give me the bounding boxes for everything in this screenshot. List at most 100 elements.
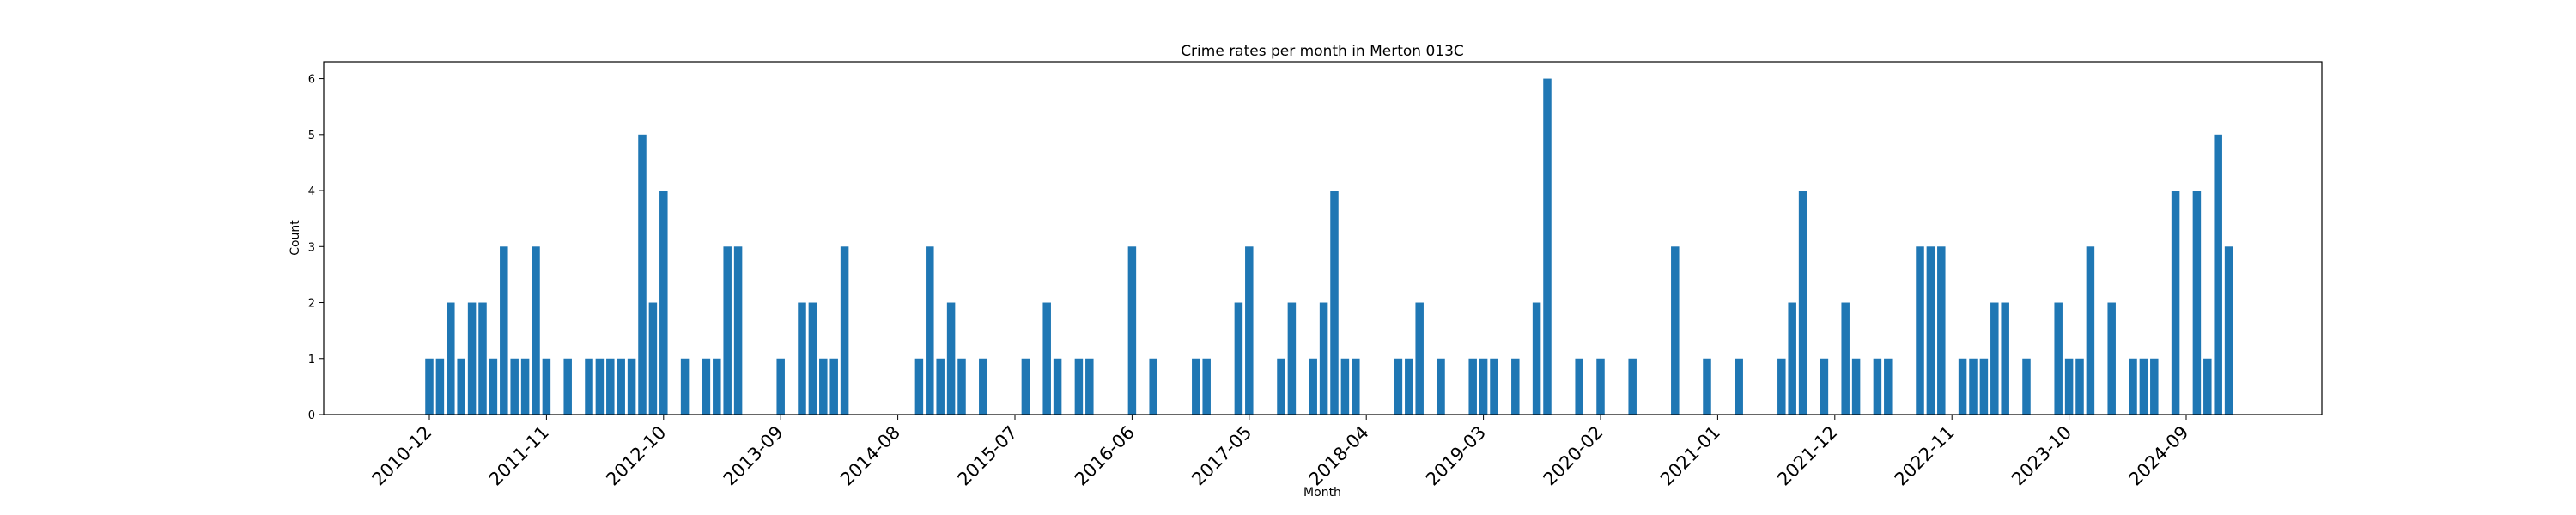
y-tick-label: 0 [308,409,315,422]
bar-2025-01 [2224,246,2233,415]
y-tick-label: 1 [308,354,315,367]
bar-2023-01 [1969,358,1978,415]
bar-2019-04 [1490,358,1498,415]
bar-2012-08 [638,134,647,415]
bar-2013-05 [733,246,743,415]
chart-title: Crime rates per month in Merton 013C [1181,43,1464,60]
bar-2024-10 [2192,191,2202,415]
bar-2014-11 [926,246,934,415]
bar-2022-09 [1926,246,1935,415]
bar-2024-11 [2203,358,2212,415]
bar-2016-12 [1192,358,1200,415]
y-tick-label: 5 [308,130,315,142]
bar-2010-12 [425,358,434,415]
bar-2015-08 [1021,358,1030,415]
bar-2013-03 [713,358,721,415]
bar-2024-12 [2214,134,2222,415]
bar-2011-04 [467,302,477,415]
y-axis-ticks: 0 1 2 3 4 5 6 [308,74,324,422]
y-tick-label: 3 [308,241,315,254]
bar-2017-09 [1287,302,1297,415]
bar-2023-04 [2001,302,2009,415]
bar-2015-04 [979,358,987,415]
bar-2020-12 [1703,358,1711,415]
bar-2019-09 [1543,78,1552,415]
bar-2024-08 [2171,191,2180,415]
bar-2012-05 [606,358,615,415]
bar-2011-09 [520,358,530,415]
bar-2017-11 [1309,358,1317,415]
bar-2013-12 [808,302,817,415]
bar-2011-03 [457,358,465,415]
bar-2022-08 [1916,246,1924,415]
bar-2023-09 [2054,302,2063,415]
bar-2019-12 [1575,358,1583,415]
bar-2014-12 [936,358,945,415]
bar-2019-02 [1468,358,1477,415]
bar-2015-11 [1053,358,1062,415]
bar-2018-07 [1394,358,1403,415]
bar-2020-09 [1671,246,1680,415]
bar-2011-01 [435,358,445,415]
bar-2015-01 [946,302,956,415]
bar-2011-11 [542,358,551,415]
bar-2013-02 [702,358,711,415]
bar-2019-06 [1511,358,1520,415]
bar-2023-03 [1990,302,1999,415]
plot-area-frame [323,61,2323,415]
y-tick-label: 6 [308,74,315,87]
bar-2017-05 [1245,246,1254,415]
bar-2011-05 [478,302,487,415]
bar-2012-01 [563,358,572,415]
bar-2012-09 [648,302,658,415]
bar-2022-01 [1841,302,1850,415]
bar-2017-01 [1202,358,1211,415]
bar-2012-03 [585,358,593,415]
bar-2018-02 [1340,358,1350,415]
bar-2016-01 [1074,358,1084,415]
bar-2011-06 [489,358,498,415]
bar-2024-06 [2150,358,2159,415]
bar-2012-06 [617,358,625,415]
bar-2016-08 [1149,358,1157,415]
bar-2022-05 [1884,358,1893,415]
bar-2023-06 [2022,358,2031,415]
bar-2021-09 [1798,191,1807,415]
bar-2014-10 [914,358,924,415]
bar-2012-12 [680,358,690,415]
bar-2014-03 [840,246,849,415]
bar-2023-11 [2075,358,2084,415]
bar-2021-08 [1788,302,1796,415]
bar-2014-02 [829,358,838,415]
bars-group [425,78,2233,415]
bar-2019-03 [1479,358,1488,415]
bar-2024-05 [2139,358,2148,415]
y-tick-label: 4 [308,185,315,198]
bar-2011-07 [500,246,508,415]
bar-2022-02 [1851,358,1861,415]
bar-2024-04 [2129,358,2137,415]
bar-2011-10 [532,246,540,415]
bar-2013-11 [798,302,806,415]
bar-2023-10 [2064,358,2074,415]
bar-2015-10 [1042,302,1051,415]
bar-2021-11 [1820,358,1829,415]
bar-2014-01 [819,358,828,415]
bar-2022-12 [1958,358,1967,415]
bar-2017-08 [1277,358,1285,415]
bar-2020-02 [1596,358,1605,415]
bar-2013-04 [723,246,732,415]
bar-2016-02 [1085,358,1094,415]
bar-2011-08 [510,358,519,415]
bar-2015-02 [957,358,966,415]
bar-2013-09 [776,358,785,415]
bar-2021-07 [1777,358,1786,415]
bar-2012-10 [659,191,668,415]
bar-2020-05 [1628,358,1637,415]
bar-2017-12 [1319,302,1328,415]
y-axis-title: Count [289,220,302,256]
bar-2012-07 [627,358,636,415]
bar-2023-12 [2086,246,2095,415]
